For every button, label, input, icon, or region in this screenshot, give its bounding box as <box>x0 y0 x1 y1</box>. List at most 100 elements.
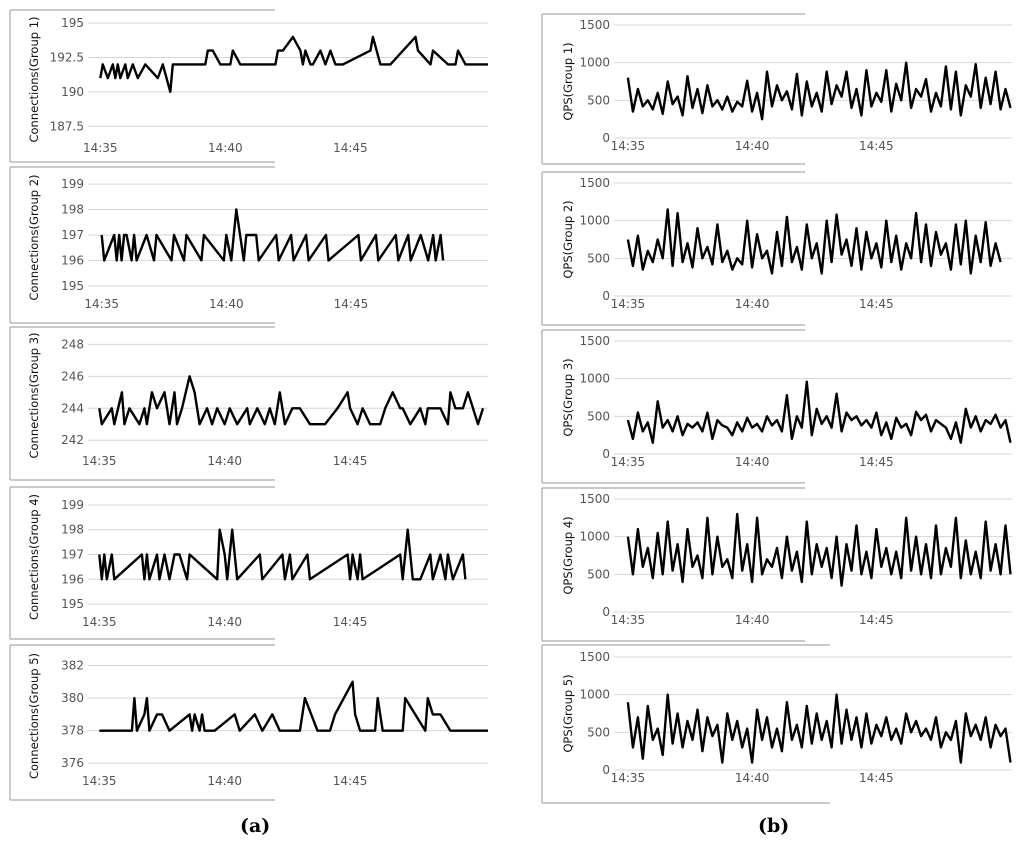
y-tick-label: 196 <box>61 253 84 267</box>
x-tick-label: 14:45 <box>859 297 894 311</box>
x-tick-label: 14:45 <box>333 141 368 155</box>
x-tick-label: 14:35 <box>611 771 646 785</box>
y-tick-label: 1000 <box>579 530 610 544</box>
y-tick-label: 199 <box>61 177 84 191</box>
x-tick-label: 14:45 <box>333 615 368 629</box>
y-tick-label: 500 <box>587 93 610 107</box>
panel-b-5: 0 500 1000 1500 14:35 14:40 14:45 QPS(Group 5) <box>541 644 1012 804</box>
y-tick-label: 500 <box>587 725 610 739</box>
x-tick-label: 14:45 <box>859 139 894 153</box>
y-axis-label: QPS(Group 1) <box>561 42 575 120</box>
y-axis-label: QPS(Group 3) <box>561 358 575 436</box>
x-tick-label: 14:40 <box>207 454 242 468</box>
y-tick-label: 1500 <box>579 650 610 664</box>
x-tick-label: 14:45 <box>333 454 368 468</box>
series-line <box>98 528 467 581</box>
panel-a-2: 195 196 197 198 199 14:35 14:40 14:45 Connection… <box>9 166 488 324</box>
panel-b-1: 0 500 1000 1500 14:35 14:40 14:45 QPS(Group 1) <box>541 13 1012 165</box>
y-tick-label: 1000 <box>579 372 610 386</box>
x-tick-label: 14:45 <box>859 613 894 627</box>
caption-b: (b) <box>758 815 790 837</box>
x-tick-label: 14:40 <box>735 613 770 627</box>
y-tick-label: 500 <box>587 409 610 423</box>
y-tick-label: 1500 <box>579 176 610 190</box>
series-line <box>626 380 1012 444</box>
x-tick-label: 14:35 <box>611 139 646 153</box>
y-axis-label: QPS(Group 5) <box>561 674 575 752</box>
y-tick-label: 246 <box>61 369 84 383</box>
panel-b-3: 0 500 1000 1500 14:35 14:40 14:45 QPS(Group 3) <box>541 329 1012 484</box>
y-tick-label: 195 <box>61 16 84 30</box>
x-tick-label: 14:40 <box>735 297 770 311</box>
x-tick-label: 14:35 <box>82 774 117 788</box>
series-line <box>100 208 445 262</box>
y-tick-label: 1000 <box>579 688 610 702</box>
y-tick-label: 187.5 <box>50 119 84 133</box>
x-tick-label: 14:40 <box>209 297 244 311</box>
y-axis-label: Connections(Group 5) <box>27 653 41 779</box>
x-tick-label: 14:35 <box>611 297 646 311</box>
x-tick-label: 14:40 <box>207 615 242 629</box>
y-tick-label: 196 <box>61 572 84 586</box>
y-tick-label: 1000 <box>579 56 610 70</box>
y-tick-label: 0 <box>602 763 610 777</box>
y-tick-label: 1500 <box>579 334 610 348</box>
panel-b-4: 0 500 1000 1500 14:35 14:40 14:45 QPS(Group 4) <box>541 487 1012 642</box>
panel-b-2: 0 500 1000 1500 14:35 14:40 14:45 QPS(Group 2) <box>541 171 1012 326</box>
panel-a-5: 376 378 380 382 14:35 14:40 14:45 Connections(G… <box>9 644 488 801</box>
x-tick-label: 14:35 <box>82 615 117 629</box>
caption-a: (a) <box>240 815 271 837</box>
x-tick-label: 14:40 <box>735 771 770 785</box>
x-tick-label: 14:35 <box>82 454 117 468</box>
y-axis-label: Connections(Group 2) <box>27 174 41 300</box>
y-axis-label: QPS(Group 4) <box>561 516 575 594</box>
y-tick-label: 0 <box>602 289 610 303</box>
x-tick-label: 14:45 <box>859 771 894 785</box>
y-tick-label: 244 <box>61 401 84 415</box>
y-tick-label: 500 <box>587 567 610 581</box>
y-tick-label: 380 <box>61 691 84 705</box>
series-line <box>626 208 1002 275</box>
x-tick-label: 14:40 <box>735 139 770 153</box>
series-line <box>99 35 488 94</box>
series-line <box>626 693 1012 764</box>
series-line <box>626 61 1012 121</box>
y-tick-label: 0 <box>602 131 610 145</box>
panel-a-4: 195 196 197 198 199 14:35 14:40 14:45 Connection… <box>9 486 488 640</box>
panel-a-1: 187.5 190 192.5 195 14:35 14:40 14:45 Connectio… <box>9 9 488 163</box>
x-tick-label: 14:35 <box>611 455 646 469</box>
y-axis-label: Connections(Group 3) <box>27 332 41 458</box>
y-tick-label: 248 <box>61 337 84 351</box>
y-tick-label: 382 <box>61 659 84 673</box>
panel-a-3: 242 244 246 248 14:35 14:40 14:45 Connections(G… <box>9 326 488 481</box>
x-tick-label: 14:35 <box>84 297 119 311</box>
y-tick-label: 1500 <box>579 18 610 32</box>
y-tick-label: 242 <box>61 433 84 447</box>
y-tick-label: 190 <box>61 85 84 99</box>
y-tick-label: 376 <box>61 756 84 770</box>
y-tick-label: 0 <box>602 605 610 619</box>
x-tick-label: 14:40 <box>207 774 242 788</box>
x-tick-label: 14:45 <box>859 455 894 469</box>
y-tick-label: 198 <box>61 203 84 217</box>
x-tick-label: 14:45 <box>333 774 368 788</box>
y-tick-label: 0 <box>602 447 610 461</box>
series-line <box>626 512 1012 587</box>
y-axis-label: Connections(Group 4) <box>27 494 41 620</box>
y-tick-label: 500 <box>587 251 610 265</box>
x-tick-label: 14:45 <box>334 297 369 311</box>
y-tick-label: 378 <box>61 724 84 738</box>
y-axis-label: QPS(Group 2) <box>561 200 575 278</box>
y-tick-label: 195 <box>61 597 84 611</box>
y-tick-label: 1000 <box>579 214 610 228</box>
x-tick-label: 14:35 <box>83 141 118 155</box>
y-tick-label: 195 <box>61 279 84 293</box>
x-tick-label: 14:40 <box>735 455 770 469</box>
y-tick-label: 197 <box>61 228 84 242</box>
x-tick-label: 14:35 <box>611 613 646 627</box>
y-tick-label: 198 <box>61 523 84 537</box>
y-tick-label: 192.5 <box>50 51 84 65</box>
y-axis-label: Connections(Group 1) <box>27 16 41 142</box>
series-line <box>98 375 485 426</box>
